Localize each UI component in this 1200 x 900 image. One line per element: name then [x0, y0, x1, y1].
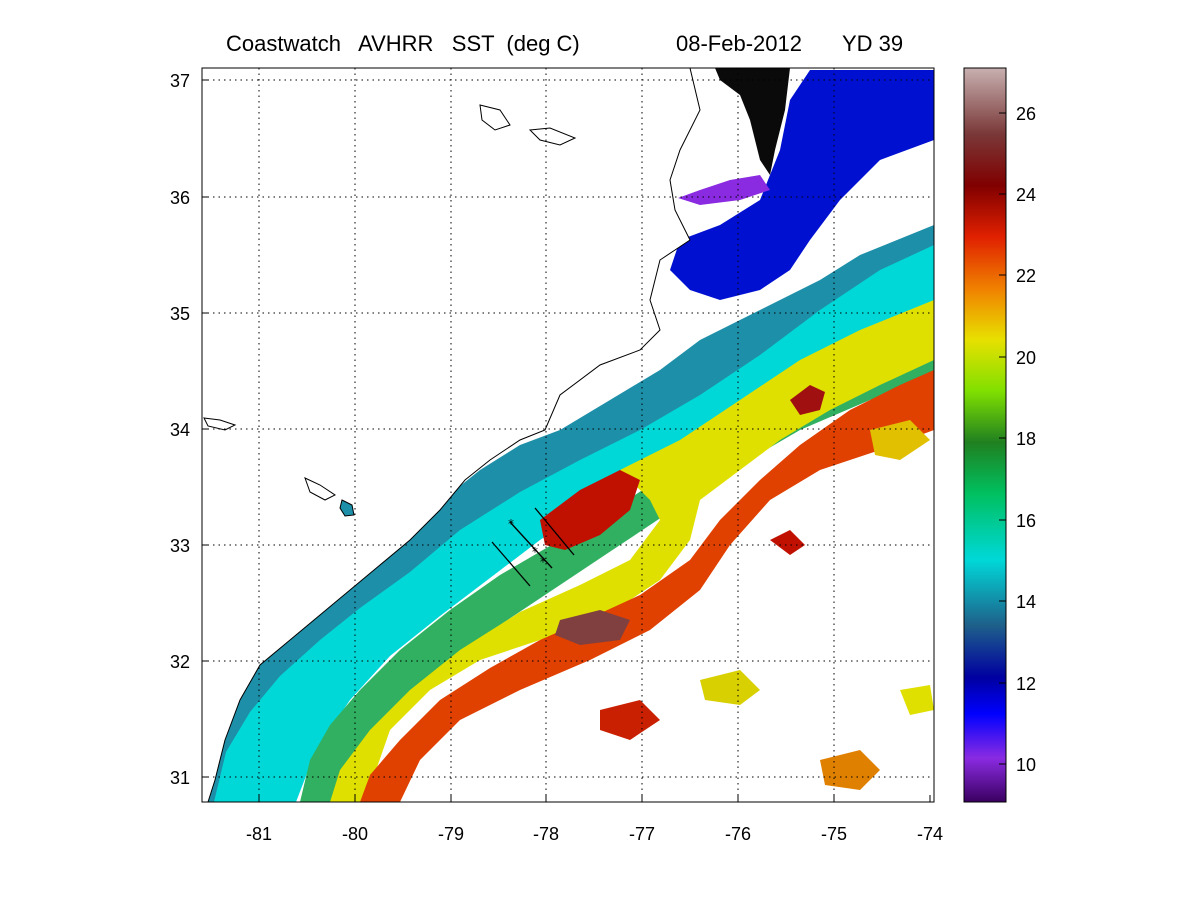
lat-tick-label: 36	[170, 188, 190, 208]
station-marker-1: *	[508, 517, 514, 531]
lon-tick-label: -80	[342, 824, 368, 844]
colorbar-tick-label: 16	[1016, 511, 1036, 531]
map-ticks	[202, 79, 931, 802]
lat-tick-label: 32	[170, 652, 190, 672]
offshore-patch-8	[770, 530, 805, 555]
station-marker-2: *	[532, 545, 538, 559]
colorbar-tick-label: 14	[1016, 592, 1036, 612]
lat-tick-label: 37	[170, 71, 190, 91]
map-title: Coastwatch AVHRR SST (deg C)	[226, 31, 580, 56]
colorbar-tick-label: 22	[1016, 266, 1036, 286]
transect-line-1	[491, 541, 531, 587]
map-grid	[202, 68, 934, 802]
lon-tick-labels: -81 -80 -79 -78 -77 -76 -75 -74	[246, 824, 943, 844]
lon-tick-label: -79	[438, 824, 464, 844]
lat-tick-label: 34	[170, 420, 190, 440]
land-mass	[202, 68, 700, 802]
lon-tick-label: -75	[821, 824, 847, 844]
lat-tick-label: 33	[170, 536, 190, 556]
inland-lake-2	[528, 127, 577, 146]
lat-tick-label: 31	[170, 768, 190, 788]
inland-lake-4	[339, 499, 355, 517]
lat-tick-label: 35	[170, 304, 190, 324]
warm-core-patch	[540, 470, 640, 550]
colorbar-tick-label: 12	[1016, 674, 1036, 694]
lon-tick-label: -81	[246, 824, 272, 844]
offshore-patch-3	[555, 610, 630, 645]
coastline	[207, 68, 701, 802]
lat-tick-labels: 37 36 35 34 33 32 31	[170, 71, 190, 788]
colorbar-tick-label: 18	[1016, 429, 1036, 449]
yearday-label: YD 39	[842, 31, 903, 56]
offshore-patch-5	[700, 670, 760, 705]
date-label: 08-Feb-2012	[676, 31, 802, 56]
lon-tick-label: -77	[629, 824, 655, 844]
offshore-patch-7	[900, 685, 934, 715]
offshore-patch-6	[820, 750, 880, 790]
colorbar: 26 24 22 20 18 16 14 12 10	[963, 67, 1036, 803]
colorbar-tick-label: 26	[1016, 104, 1036, 124]
lon-tick-label: -74	[917, 824, 943, 844]
transect-line-3	[534, 507, 575, 556]
gulfstream-front-yellow	[330, 300, 934, 802]
transect-lines	[491, 507, 575, 587]
inland-lake-5	[203, 417, 237, 431]
shelf-water-cyan	[214, 245, 934, 802]
colorbar-gradient	[963, 67, 1007, 803]
station-marker-3: *	[540, 555, 546, 569]
inland-lake-3	[304, 477, 336, 501]
chesapeake-cold-water	[715, 68, 790, 175]
gulfstream-core	[360, 370, 934, 802]
lon-tick-label: -78	[533, 824, 559, 844]
station-markers: * * *	[508, 517, 546, 569]
map-panel: * * *	[170, 67, 943, 844]
map-frame	[201, 67, 935, 803]
sst-field: * * *	[202, 68, 934, 802]
offshore-patch-2	[870, 420, 930, 460]
inland-lake-1	[479, 104, 511, 131]
pamlico-sound-water	[670, 70, 934, 300]
colorbar-tick-label: 10	[1016, 755, 1036, 775]
transect-line-2	[509, 521, 553, 569]
colorbar-labels: 26 24 22 20 18 16 14 12 10	[1016, 104, 1036, 775]
offshore-patch-4	[600, 700, 660, 740]
colorbar-tick-label: 24	[1016, 185, 1036, 205]
colorbar-ticks	[999, 112, 1006, 765]
lon-tick-label: -76	[725, 824, 751, 844]
offshore-patch-1	[790, 385, 825, 415]
colorbar-tick-label: 20	[1016, 348, 1036, 368]
